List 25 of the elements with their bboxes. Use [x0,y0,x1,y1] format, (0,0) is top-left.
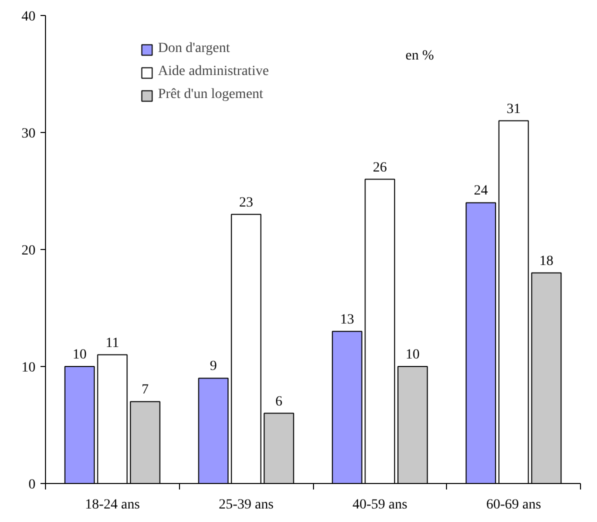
x-tick-label: 40-59 ans [352,498,408,512]
y-tick-label: 20 [22,244,36,258]
data-label: 23 [239,195,254,210]
y-tick-label: 10 [22,360,36,376]
y-tick-label: 40 [22,10,36,24]
data-label: 10 [72,348,87,362]
y-tick-label: 30 [22,126,36,142]
data-label: 13 [340,312,354,328]
data-label: 26 [372,160,387,176]
data-label: 10 [406,348,420,362]
data-label: 24 [474,184,488,199]
data-label: 18 [539,254,554,269]
annotation: en % [406,48,434,64]
data-label: 11 [106,336,120,351]
x-tick-label: 18-24 ans [84,498,140,512]
data-label: 31 [506,102,521,117]
data-label: 9 [210,359,217,374]
legend-label: Prêt d'un logement [158,87,264,103]
data-label: 7 [142,382,149,398]
x-tick-label: 60-69 ans [486,498,542,512]
data-label: 6 [275,394,282,410]
legend-label: Aide administrative [158,64,269,80]
y-tick-label: 0 [28,478,36,492]
legend-label: Don d'argent [158,41,230,57]
x-tick-label: 25-39 ans [218,498,274,512]
